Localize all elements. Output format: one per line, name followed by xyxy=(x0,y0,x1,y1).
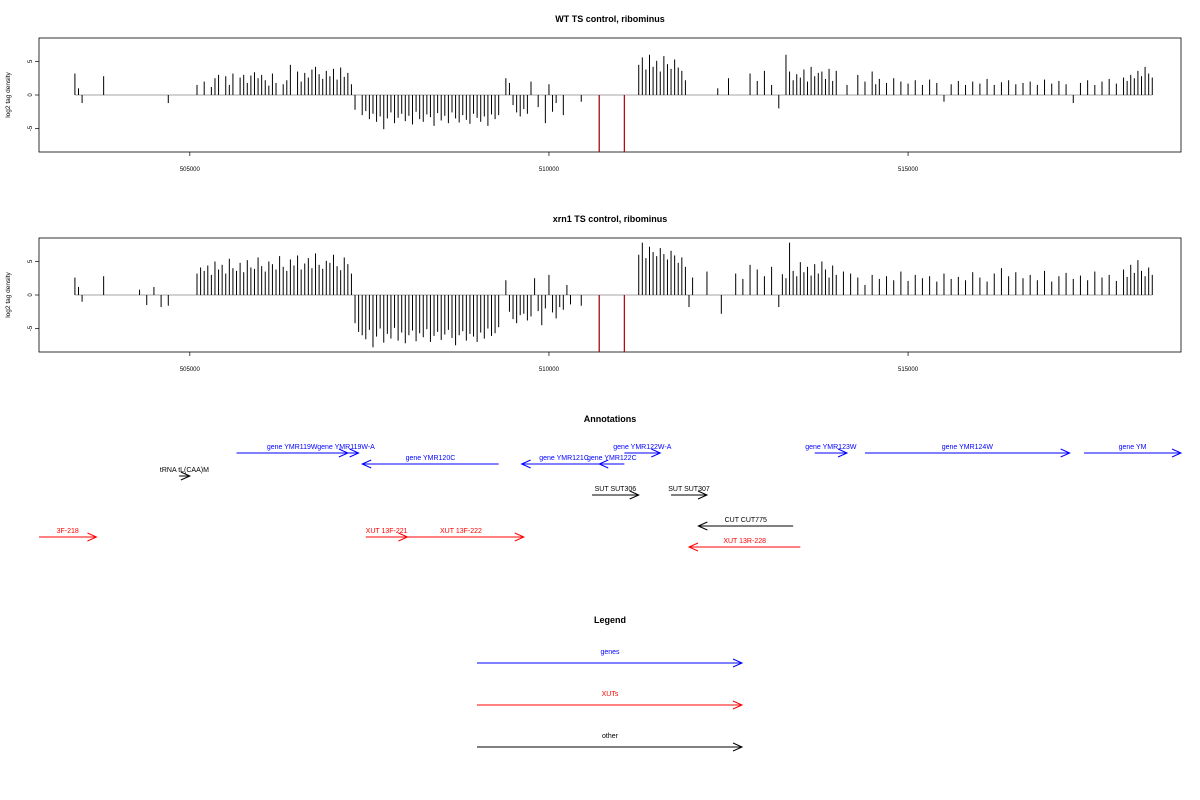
feature-gene: gene YMR122W-A xyxy=(613,444,672,458)
panel-xrn1-title: xrn1 TS control, ribominus xyxy=(553,214,668,224)
feature-xut: XUT 13F-222 xyxy=(398,528,526,542)
feature-label: gene YMR124W xyxy=(942,444,994,451)
feature-label: gene YMR122W-A xyxy=(613,444,671,451)
feature-arrow-arrowhead xyxy=(697,490,709,500)
feature-gene: gene YMR123W xyxy=(805,444,857,458)
legend-arrow-arrowhead xyxy=(732,700,744,710)
feature-arrow-arrowhead xyxy=(180,471,192,481)
y-tick-label: -5 xyxy=(28,325,34,331)
feature-gene: gene YMR124W xyxy=(864,444,1071,458)
legend-label: genes xyxy=(600,649,620,656)
feature-label: XUT 13F-221 xyxy=(366,528,408,535)
feature-xut: XUT 13F-221 xyxy=(366,528,409,542)
feature-label: gene YMR121C xyxy=(539,455,589,462)
feature-arrow-arrowhead xyxy=(651,448,662,458)
feature-other: tRNA tL(CAA)M xyxy=(160,467,209,481)
feature-other: SUT SUT307 xyxy=(668,486,710,500)
panel-wt-ylabel: log2 tag density xyxy=(5,71,12,117)
annotations-track: Annotations gene YMR119W gene YMR119W-Age… xyxy=(39,414,1183,552)
feature-other: SUT SUT306 xyxy=(592,486,640,500)
feature-gene: gene YMR119W-A xyxy=(317,444,375,458)
y-tick-label: 5 xyxy=(28,59,34,63)
feature-xut: 3F-218 xyxy=(39,528,98,542)
feature-label: SUT SUT307 xyxy=(668,486,710,493)
x-tick-label: 510000 xyxy=(539,167,560,173)
feature-label: 3F-218 xyxy=(57,528,79,535)
legend-item: genes xyxy=(477,649,744,668)
feature-arrow-arrowhead xyxy=(629,490,640,500)
feature-label: tRNA tL(CAA)M xyxy=(160,467,209,474)
feature-arrow-arrowhead xyxy=(1171,448,1183,458)
x-tick-label: 515000 xyxy=(898,167,919,173)
feature-label: gene YMR123W xyxy=(805,444,857,451)
feature-arrow-arrowhead xyxy=(520,459,531,469)
y-tick-label: -5 xyxy=(28,125,34,131)
panel-xrn1-ylabel: log2 tag density xyxy=(5,271,12,317)
panel-xrn1-bars xyxy=(74,242,1153,352)
legend-items: genes XUTs other xyxy=(477,649,744,752)
legend-item: other xyxy=(477,733,744,752)
annotations-title: Annotations xyxy=(584,414,637,424)
panel-wt-axes: -5 0 5 505000 510000 515000 xyxy=(28,59,1153,173)
panel-wt-bars xyxy=(74,54,1153,152)
feature-arrow-arrowhead xyxy=(87,532,98,542)
y-tick-label: 0 xyxy=(28,293,34,297)
feature-arrow-arrowhead xyxy=(687,542,699,552)
feature-label: XUT 13F-222 xyxy=(440,528,482,535)
legend-label: other xyxy=(602,733,619,740)
feature-arrow-arrowhead xyxy=(837,448,849,458)
feature-arrow-arrowhead xyxy=(349,448,360,458)
legend-item: XUTs xyxy=(477,691,744,710)
feature-other: CUT CUT775 xyxy=(697,517,794,531)
x-tick-label: 505000 xyxy=(180,367,201,373)
feature-xut: XUT 13R-228 xyxy=(687,538,801,552)
panel-xrn1: xrn1 TS control, ribominus log2 tag dens… xyxy=(5,214,1182,373)
feature-label: gene YMR119W-A xyxy=(317,444,375,451)
legend-arrow-arrowhead xyxy=(732,658,744,668)
feature-arrow-arrowhead xyxy=(360,459,372,469)
feature-arrow-arrowhead xyxy=(1060,448,1071,458)
feature-label: XUT 13R-228 xyxy=(723,538,766,545)
feature-label: gene YMR120C xyxy=(406,455,456,462)
feature-gene: gene YMR121C xyxy=(520,455,607,469)
feature-label: gene YM xyxy=(1119,444,1147,451)
legend: Legend genes XUTs other xyxy=(477,615,744,752)
x-tick-label: 515000 xyxy=(898,367,919,373)
panel-wt: WT TS control, ribominus log2 tag densit… xyxy=(5,14,1182,173)
panel-wt-title: WT TS control, ribominus xyxy=(555,14,665,24)
x-tick-label: 510000 xyxy=(539,367,560,373)
feature-label: gene YMR119W xyxy=(267,444,318,451)
feature-gene: gene YMR122C xyxy=(587,455,637,469)
feature-label: SUT SUT306 xyxy=(595,486,637,493)
x-tick-label: 505000 xyxy=(180,167,201,173)
y-tick-label: 0 xyxy=(28,93,34,97)
legend-label: XUTs xyxy=(602,691,619,698)
annotation-features: gene YMR119W gene YMR119W-A gene YMR120C ge… xyxy=(39,444,1183,552)
feature-gene: gene YM xyxy=(1084,444,1183,458)
feature-gene: gene YMR120C xyxy=(360,455,499,469)
feature-label: gene YMR122C xyxy=(587,455,637,462)
feature-arrow-arrowhead xyxy=(514,532,526,542)
feature-label: CUT CUT775 xyxy=(725,517,767,524)
feature-arrow-arrowhead xyxy=(697,521,708,531)
legend-title: Legend xyxy=(594,615,626,625)
y-tick-label: 5 xyxy=(28,259,34,263)
legend-arrow-arrowhead xyxy=(732,742,744,752)
feature-arrow-arrowhead xyxy=(597,459,609,469)
